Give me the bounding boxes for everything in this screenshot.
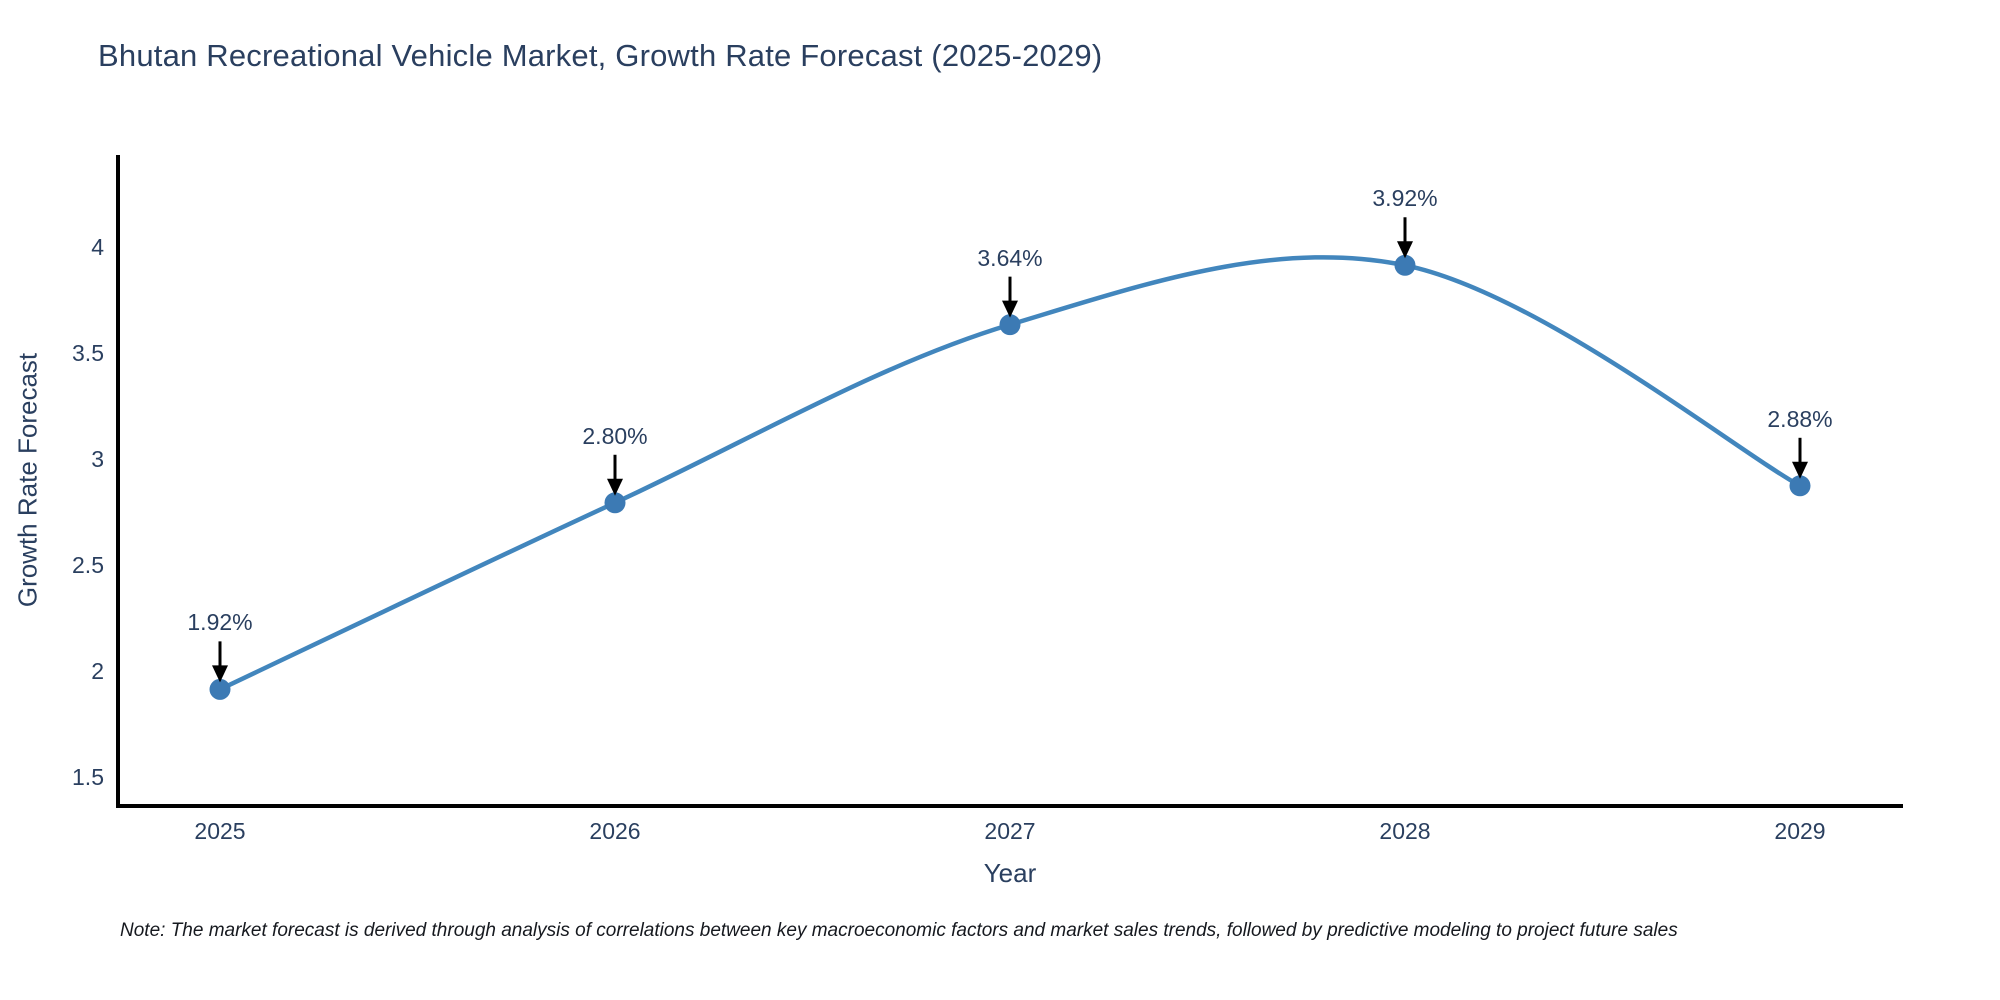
chart-title: Bhutan Recreational Vehicle Market, Grow… — [98, 38, 1103, 73]
point-label: 3.64% — [977, 244, 1043, 271]
y-tick-label: 3 — [91, 446, 104, 473]
x-tick-label: 2029 — [1774, 818, 1826, 844]
y-tick-label: 1.5 — [72, 764, 104, 791]
point-label: 3.92% — [1372, 185, 1438, 212]
y-tick-label: 4 — [91, 234, 104, 261]
data-point-marker[interactable] — [1394, 254, 1416, 276]
x-tick-label: 2025 — [194, 818, 246, 844]
annotation-arrow-head — [607, 478, 623, 496]
data-point-marker[interactable] — [604, 492, 626, 514]
point-label: 2.88% — [1767, 405, 1833, 432]
data-point-marker[interactable] — [1789, 475, 1811, 497]
footnote: Note: The market forecast is derived thr… — [120, 920, 1678, 941]
x-axis-title: Year — [983, 858, 1037, 888]
point-label: 2.80% — [582, 422, 648, 449]
x-tick-label: 2027 — [984, 818, 1036, 844]
y-tick-label: 2 — [91, 658, 104, 685]
x-tick-label: 2028 — [1379, 818, 1431, 844]
annotation-arrow-head — [1792, 461, 1808, 479]
annotation-arrow-head — [212, 665, 228, 683]
y-tick-label: 2.5 — [72, 552, 104, 579]
x-tick-label: 2026 — [589, 818, 641, 844]
data-point-marker[interactable] — [209, 678, 231, 700]
y-tick-label: 3.5 — [72, 340, 104, 367]
data-point-marker[interactable] — [999, 314, 1021, 336]
annotation-arrow-head — [1002, 300, 1018, 318]
annotation-arrow-head — [1397, 241, 1413, 259]
point-label: 1.92% — [187, 609, 253, 636]
